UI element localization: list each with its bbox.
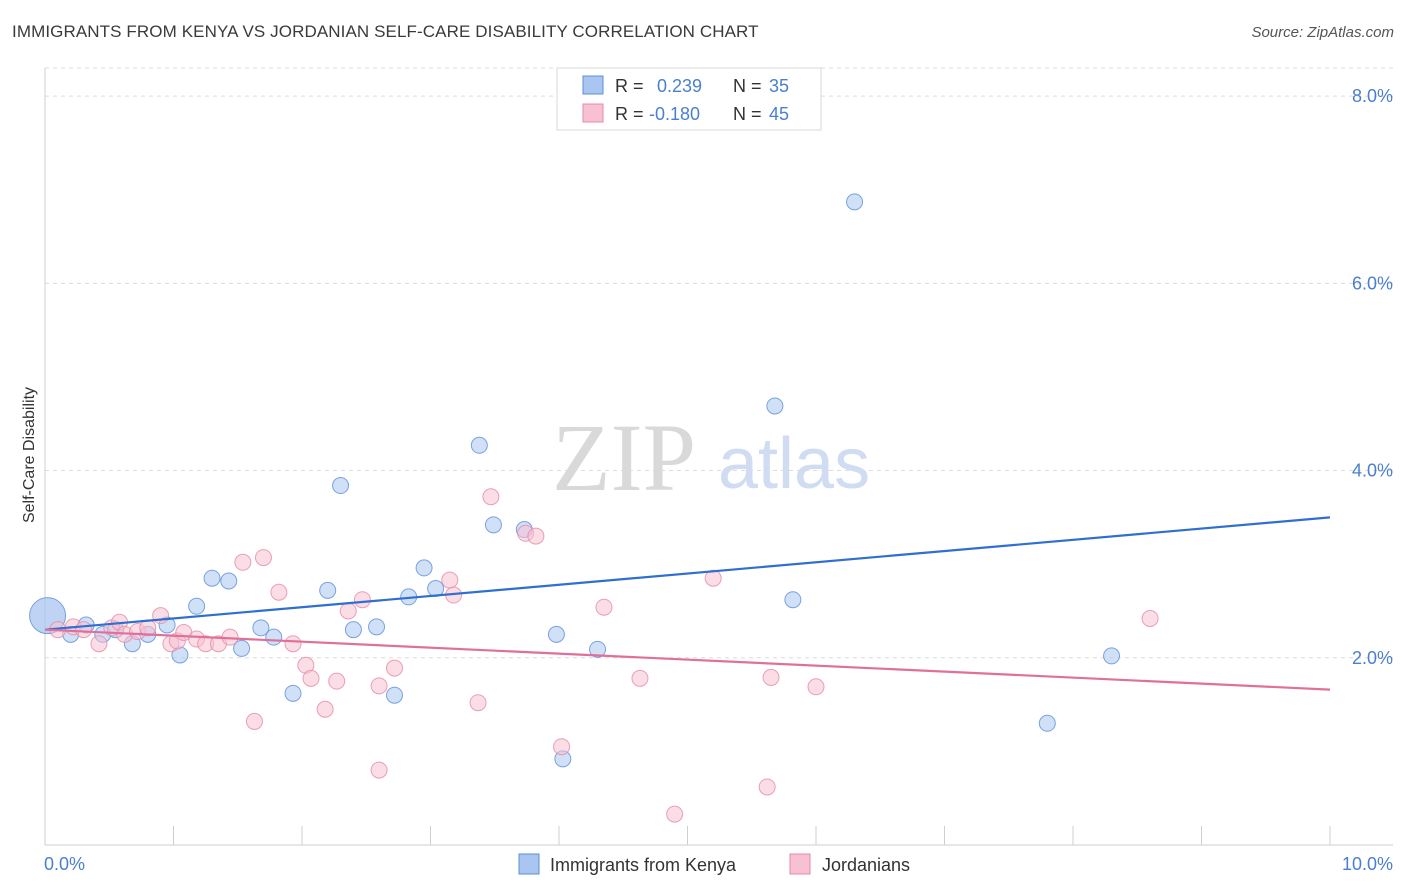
- point-jordanians-27: [353, 591, 371, 609]
- point-jordanians-24: [316, 700, 334, 718]
- trend-line-kenya: [44, 516, 1331, 631]
- point-kenya-9: [188, 597, 206, 615]
- point-jordanians-28: [370, 761, 388, 779]
- point-jordanians-44: [807, 678, 825, 696]
- point-jordanians-17: [234, 553, 252, 571]
- point-jordanians-26: [339, 602, 357, 620]
- point-kenya-31: [784, 591, 802, 609]
- x-tick-label-max: 10.0%: [1342, 854, 1393, 874]
- legend-label-jordanians: Jordanians: [822, 855, 910, 875]
- point-jordanians-2: [75, 621, 93, 639]
- watermark: ZIP atlas: [552, 404, 870, 511]
- y-axis-label: Self-Care Disability: [21, 387, 38, 523]
- point-kenya-10: [203, 569, 221, 587]
- x-tick-label-min: 0.0%: [44, 854, 85, 874]
- point-kenya-14: [265, 628, 283, 646]
- point-jordanians-23: [302, 669, 320, 687]
- y-tick-label-0: 2.0%: [1352, 648, 1393, 668]
- point-jordanians-30: [386, 659, 404, 677]
- point-kenya-11: [220, 572, 238, 590]
- trend-line-jordanians: [44, 628, 1331, 691]
- point-jordanians-37: [553, 738, 571, 756]
- y-tick-label-1: 4.0%: [1352, 461, 1393, 481]
- point-kenya-22: [415, 559, 433, 577]
- legend-label-kenya: Immigrants from Kenya: [550, 855, 737, 875]
- point-kenya-33: [1038, 714, 1056, 732]
- point-kenya-25: [484, 516, 502, 534]
- y-tick-label-2: 6.0%: [1352, 273, 1393, 293]
- stats-legend: R = 0.239 N = 35 R = -0.180 N = 45: [556, 67, 822, 131]
- point-kenya-32: [846, 193, 864, 211]
- y-tick-label-3: 8.0%: [1352, 86, 1393, 106]
- chart-title: IMMIGRANTS FROM KENYA VS JORDANIAN SELF-…: [12, 22, 759, 41]
- point-kenya-17: [332, 477, 350, 495]
- point-kenya-20: [386, 686, 404, 704]
- source-credit: Source: ZipAtlas.com: [1251, 24, 1394, 41]
- point-jordanians-45: [1141, 609, 1159, 627]
- stats-n-label-jordanians: N =: [733, 104, 762, 124]
- series-legend: Immigrants from Kenya Jordanians: [518, 853, 910, 875]
- point-jordanians-34: [482, 488, 500, 506]
- point-jordanians-40: [666, 805, 684, 823]
- stats-swatch-kenya: [582, 75, 604, 95]
- point-jordanians-9: [152, 607, 170, 625]
- point-kenya-30: [766, 397, 784, 415]
- data-points: [29, 193, 1159, 823]
- point-jordanians-42: [758, 778, 776, 796]
- point-kenya-24: [470, 436, 488, 454]
- point-jordanians-19: [254, 549, 272, 567]
- stats-n-value-jordanians: 45: [769, 104, 789, 124]
- point-kenya-15: [284, 684, 302, 702]
- trend-lines: [44, 516, 1331, 691]
- stats-r-label-kenya: R =: [615, 76, 644, 96]
- legend-swatch-jordanians: [789, 853, 811, 875]
- stats-r-value-kenya: 0.239: [657, 76, 702, 96]
- stats-n-value-kenya: 35: [769, 76, 789, 96]
- watermark-zip: ZIP: [552, 404, 696, 511]
- point-jordanians-31: [441, 571, 459, 589]
- point-jordanians-3: [90, 635, 108, 653]
- point-jordanians-39: [631, 669, 649, 687]
- point-jordanians-21: [284, 635, 302, 653]
- stats-n-label-kenya: N =: [733, 76, 762, 96]
- point-kenya-12: [233, 639, 251, 657]
- point-kenya-13: [252, 619, 270, 637]
- point-jordanians-38: [595, 598, 613, 616]
- stats-r-value-jordanians: -0.180: [649, 104, 700, 124]
- y-tick-labels: 2.0% 4.0% 6.0% 8.0%: [1352, 86, 1393, 668]
- point-jordanians-36: [527, 527, 545, 545]
- x-axis-ticks: [44, 826, 1331, 845]
- point-kenya-16: [319, 581, 337, 599]
- point-kenya-18: [344, 621, 362, 639]
- legend-swatch-kenya: [518, 853, 540, 875]
- point-jordanians-29: [370, 677, 388, 695]
- point-kenya-34: [1103, 647, 1121, 665]
- point-jordanians-25: [328, 672, 346, 690]
- point-kenya-27: [547, 625, 565, 643]
- point-jordanians-43: [762, 668, 780, 686]
- point-jordanians-18: [245, 712, 263, 730]
- point-kenya-29: [589, 640, 607, 658]
- point-jordanians-20: [270, 583, 288, 601]
- stats-swatch-jordanians: [582, 103, 604, 123]
- point-kenya-19: [368, 618, 386, 636]
- stats-r-label-jordanians: R =: [615, 104, 644, 124]
- point-jordanians-33: [469, 694, 487, 712]
- watermark-atlas: atlas: [718, 424, 870, 504]
